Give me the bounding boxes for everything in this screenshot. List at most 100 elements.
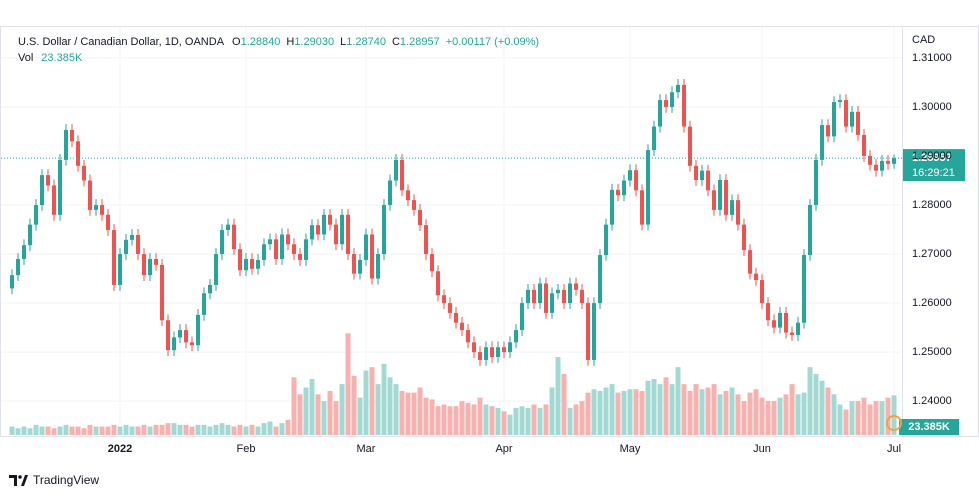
volume-bar <box>267 421 273 435</box>
volume-bar <box>351 375 357 435</box>
volume-bar <box>213 424 219 435</box>
y-tick-label: 1.27000 <box>912 248 952 260</box>
candle-body <box>376 254 380 279</box>
x-tick-label: Jun <box>753 443 771 455</box>
candle-body <box>478 352 482 360</box>
volume-bar <box>279 423 285 435</box>
volume-bar <box>369 367 375 435</box>
volume-bar <box>543 404 549 435</box>
candle-body <box>766 303 770 321</box>
candle-body <box>460 322 464 331</box>
volume-bar <box>807 367 813 435</box>
candle-body <box>256 259 260 269</box>
volume-bar <box>765 401 771 435</box>
volume-bar <box>405 392 411 435</box>
candle-body <box>100 205 104 215</box>
volume-bar <box>597 390 603 435</box>
candle-body <box>34 205 38 225</box>
candle-body <box>58 159 62 215</box>
candle-body <box>430 254 434 272</box>
volume-bar <box>777 397 783 435</box>
volume-bar <box>525 407 531 435</box>
volume-bar <box>33 424 39 435</box>
volume-layer <box>9 333 897 435</box>
candle-body <box>316 225 320 235</box>
candle-body <box>736 200 740 225</box>
volume-bar <box>579 401 585 435</box>
candle-body <box>838 100 842 103</box>
volume-bar <box>165 423 171 435</box>
volume-bar <box>381 363 387 435</box>
volume-bar <box>111 424 117 435</box>
volume-bar <box>243 426 249 435</box>
volume-bar <box>549 387 555 435</box>
volume-bar <box>315 394 321 435</box>
candle-body <box>382 205 386 255</box>
volume-bar <box>63 424 69 435</box>
candle-body <box>760 280 764 304</box>
volume-tag <box>899 419 959 435</box>
candle-body <box>694 165 698 181</box>
candle-body <box>94 205 98 210</box>
candle-body <box>670 92 674 107</box>
candle-body <box>400 159 404 191</box>
volume-bar <box>861 397 867 435</box>
volume-bar <box>189 426 195 435</box>
volume-bar <box>507 414 513 435</box>
candle-body <box>250 258 254 269</box>
candle-body <box>112 230 116 285</box>
volume-bar <box>171 423 177 435</box>
y-tick-label: 1.26000 <box>912 297 952 309</box>
volume-bar <box>513 407 519 435</box>
countdown: 16:29:21 <box>912 167 955 179</box>
footer-brand: TradingView <box>33 473 99 487</box>
volume-bar <box>501 411 507 435</box>
candle-body <box>622 180 626 196</box>
candle-body <box>10 275 14 289</box>
x-tick-label: Mar <box>357 443 376 455</box>
legend-value: 1.28840 <box>241 36 281 48</box>
candle-body <box>796 322 800 335</box>
candle-body <box>22 245 26 259</box>
candle-body <box>388 180 392 206</box>
candle-body <box>340 214 344 245</box>
candle-body <box>76 141 80 166</box>
candle-body <box>466 330 470 343</box>
candle-body <box>526 289 530 304</box>
candle-body <box>640 190 644 225</box>
volume-bar <box>657 384 663 435</box>
candle-body <box>472 342 476 353</box>
volume-bar <box>585 392 591 435</box>
candle-body <box>706 170 710 191</box>
candle-body <box>886 160 890 164</box>
y-tick-label: 1.30000 <box>912 101 952 113</box>
volume-bar <box>519 406 525 435</box>
volume-bar <box>363 370 369 435</box>
volume-bar <box>195 424 201 435</box>
candle-body <box>166 320 170 351</box>
volume-bar <box>411 392 417 435</box>
candle-body <box>634 170 638 191</box>
volume-bar <box>453 406 459 435</box>
candle-body <box>532 289 536 304</box>
candle-body <box>130 234 134 240</box>
candle-body <box>628 170 632 181</box>
volume-bar <box>423 397 429 435</box>
volume-bar <box>855 401 861 435</box>
last-price-tag <box>903 149 965 182</box>
volume-bar <box>483 404 489 435</box>
candle-body <box>226 224 230 231</box>
y-tick-label: 1.28000 <box>912 199 952 211</box>
alert-icon <box>886 415 902 431</box>
candle-body <box>520 303 524 331</box>
candle-body <box>484 347 488 360</box>
candle-body <box>748 250 752 274</box>
volume-bar <box>129 426 135 435</box>
volume-bar <box>615 392 621 435</box>
candle-body <box>724 180 728 215</box>
volume-bar <box>261 423 267 435</box>
volume-bar <box>141 424 147 435</box>
volume-bar <box>393 384 399 435</box>
candle-body <box>328 214 332 225</box>
candle-body <box>682 84 686 127</box>
